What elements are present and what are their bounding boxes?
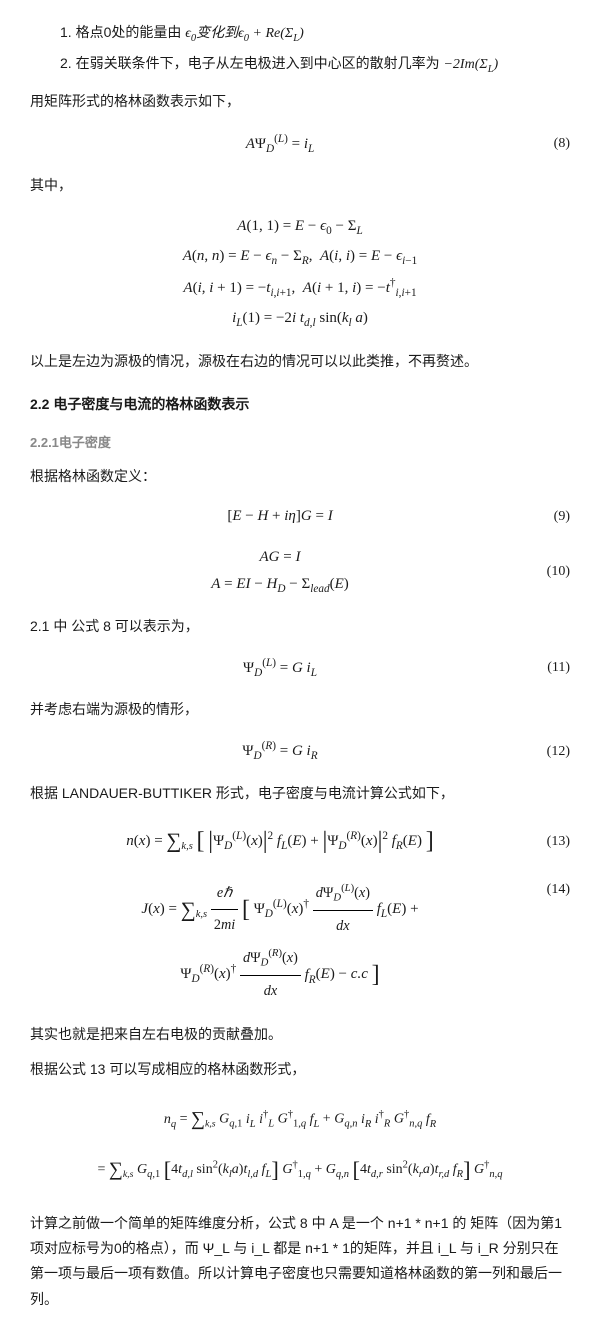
list-item: 2. 在弱关联条件下，电子从左电极进入到中心区的散射几率为 −2Im(ΣL) xyxy=(60,51,570,80)
paragraph: 根据公式 13 可以写成相应的格林函数形式， xyxy=(30,1057,570,1082)
paragraph: 根据格林函数定义： xyxy=(30,464,570,489)
equation-number: (10) xyxy=(530,559,570,584)
equation-content: n(x) = ∑k,s [ |ΨD(L)(x)|2 fL(E) + |ΨD(R)… xyxy=(30,820,530,863)
paragraph: 用矩阵形式的格林函数表示如下， xyxy=(30,89,570,114)
subsection-heading: 2.2.1电子密度 xyxy=(30,431,570,454)
equation-number: (8) xyxy=(530,131,570,156)
equation-content: ΨD(L) = G iL xyxy=(30,653,530,683)
equation-number: (14) xyxy=(530,877,570,902)
section-heading: 2.2 电子密度与电流的格林函数表示 xyxy=(30,392,570,417)
list-text: 2. 在弱关联条件下，电子从左电极进入到中心区的散射几率为 xyxy=(60,55,443,71)
inline-math: ϵ0变化到ϵ0 + Re(ΣL) xyxy=(185,26,304,41)
paragraph: 计算之前做一个简单的矩阵维度分析，公式 8 中 A 是一个 n+1 * n+1 … xyxy=(30,1211,570,1312)
paragraph: 2.1 中 公式 8 可以表示为， xyxy=(30,614,570,639)
equation-content: ΨD(R) = G iR xyxy=(30,736,530,766)
equation-content: AΨD(L) = iL xyxy=(30,129,530,159)
equation-content: AG = I A = EI − HD − Σlead(E) xyxy=(30,544,530,599)
equation-number: (13) xyxy=(530,829,570,854)
inline-math: −2Im(ΣL) xyxy=(443,57,498,72)
list-text: 1. 格点0处的能量由 xyxy=(60,24,185,40)
equation-11: ΨD(L) = G iL (11) xyxy=(30,653,570,683)
equation-content: [E − H + iη]G = I xyxy=(30,503,530,530)
list-item: 1. 格点0处的能量由 ϵ0变化到ϵ0 + Re(ΣL) xyxy=(60,20,570,49)
paragraph: 其中， xyxy=(30,173,570,198)
equation-nq: nq = ∑k,s Gq,1 iL i†L G†1,q fL + Gq,n iR… xyxy=(30,1096,570,1197)
equation-10: AG = I A = EI − HD − Σlead(E) (10) xyxy=(30,544,570,599)
paragraph: 根据 LANDAUER-BUTTIKER 形式，电子密度与电流计算公式如下， xyxy=(30,781,570,806)
equation-number: (12) xyxy=(530,739,570,764)
paragraph: 以上是左边为源极的情况，源极在右边的情况可以以此类推，不再赘述。 xyxy=(30,349,570,374)
equation-14: J(x) = ∑k,s eℏ2mi [ ΨD(L)(x)† dΨD(L)(x)d… xyxy=(30,877,570,1008)
equation-13: n(x) = ∑k,s [ |ΨD(L)(x)|2 fL(E) + |ΨD(R)… xyxy=(30,820,570,863)
equation-12: ΨD(R) = G iR (12) xyxy=(30,736,570,766)
equation-content: J(x) = ∑k,s eℏ2mi [ ΨD(L)(x)† dΨD(L)(x)d… xyxy=(30,877,530,1008)
numbered-list: 1. 格点0处的能量由 ϵ0变化到ϵ0 + Re(ΣL) 2. 在弱关联条件下，… xyxy=(30,20,570,79)
equation-block-A: A(1, 1) = E − ϵ0 − ΣL A(n, n) = E − ϵn −… xyxy=(30,212,570,335)
equation-number: (11) xyxy=(530,655,570,680)
paragraph: 其实也就是把来自左右电极的贡献叠加。 xyxy=(30,1022,570,1047)
equation-9: [E − H + iη]G = I (9) xyxy=(30,503,570,530)
equation-8: AΨD(L) = iL (8) xyxy=(30,129,570,159)
paragraph: 并考虑右端为源极的情形， xyxy=(30,697,570,722)
equation-number: (9) xyxy=(530,504,570,529)
